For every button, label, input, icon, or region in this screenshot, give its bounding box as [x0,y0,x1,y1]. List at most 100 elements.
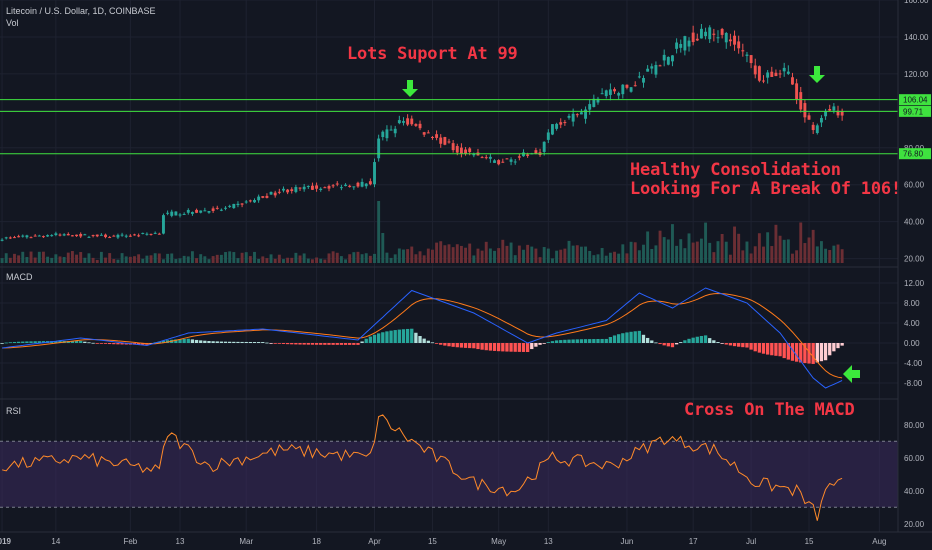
volume-bar [766,232,770,263]
volume-bar [290,257,294,263]
candle-body [588,104,592,110]
volume-bar [4,253,8,263]
macd-histogram-bar [199,340,203,343]
macd-histogram-bar [430,342,435,344]
time-tick-9: 13 [544,537,553,546]
volume-bar [555,250,559,263]
price-tick-0: 20.00 [904,255,925,264]
candle-body [567,115,571,118]
macd-histogram-bar [683,340,687,343]
volume-bar [203,256,207,263]
macd-histogram-bar [468,343,472,349]
candle-body [766,72,770,78]
volume-bar [50,257,54,263]
candle-body [219,209,223,211]
volume-bar [815,246,819,263]
volume-bar [116,259,120,263]
volume-bar [310,259,314,263]
macd-histogram-bar [74,340,79,343]
volume-bar [207,259,211,263]
volume-bar [327,253,331,263]
volume-bar [484,241,488,263]
candle-body [108,237,112,239]
macd-histogram-bar [178,339,182,343]
candle-body [493,160,496,163]
volume-bar [795,250,799,263]
candle-body [62,234,66,236]
candle-body [426,132,430,134]
candle-body [704,31,708,37]
macd-histogram-bar [294,343,298,345]
volume-bar [567,240,571,263]
time-tick-4: Mar [239,537,253,546]
macd-histogram-bar [621,333,625,343]
macd-histogram-bar [799,343,803,363]
macd-histogram-bar [699,335,704,343]
candle-body [778,73,782,75]
volume-bar [182,255,186,263]
rsi-pane[interactable] [0,414,898,521]
candle-body [563,122,567,124]
volume-bar [178,258,182,263]
macd-histogram-bar [25,341,29,343]
macd-histogram-bar [629,331,633,343]
macd-histogram-bar [641,334,646,343]
rsi-label: RSI [6,406,22,416]
volume-bar [459,245,463,263]
candle-body [13,237,16,239]
candle-body [352,186,356,188]
candle-body [658,65,662,67]
rsi-tick-2: 60.00 [904,454,925,463]
candle-body [339,187,343,189]
candle-body [58,234,62,236]
volume-bar [46,256,50,263]
annotation-consolidation-line1: Healthy Consolidation [630,160,841,180]
macd-histogram-bar [174,339,178,343]
candle-body [21,235,25,237]
macd-histogram-bar [840,343,844,346]
candle-body [608,89,612,95]
candle-body [228,205,232,207]
volume-bar [588,250,592,263]
macd-histogram-bar [645,337,650,343]
volume-bar [339,256,343,263]
candle-body [75,234,79,237]
price-tick-6: 140.00 [904,33,929,42]
macd-histogram-bar [749,343,753,350]
macd-histogram-bar [741,343,745,348]
candle-body [356,182,360,187]
volume-bar [530,246,534,263]
price-pane[interactable] [0,24,844,242]
candle-body [592,98,596,107]
macd-histogram-bar [124,343,128,345]
macd-histogram-bar [33,341,37,343]
volume-bar [762,246,765,263]
macd-histogram-bar [87,342,91,344]
candle-body [298,187,302,189]
macd-histogram-bar [91,342,95,344]
macd-histogram-bar [310,343,315,345]
price-badge-bg-1 [899,105,931,117]
macd-histogram-bar [455,343,459,348]
candle-body [406,118,410,125]
macd-histogram-bar [215,341,219,343]
candle-body [215,207,219,209]
candle-body [385,129,389,139]
candle-body [79,233,83,237]
macd-histogram-bar [662,343,666,346]
candle-body [261,196,265,198]
macd-histogram-bar [579,339,584,343]
macd-histogram-bar [434,343,439,344]
rsi-tick-1: 40.00 [904,487,925,496]
macd-pane[interactable] [0,287,844,389]
macd-histogram-bar [426,340,430,343]
macd-histogram-bar [691,337,695,343]
candle-body [468,148,472,153]
macd-histogram-bar [37,341,41,343]
volume-bar [0,258,4,263]
time-tick-13: 15 [805,537,814,546]
candle-body [443,137,447,145]
volume-bar [513,255,517,263]
candle-body [232,203,236,209]
